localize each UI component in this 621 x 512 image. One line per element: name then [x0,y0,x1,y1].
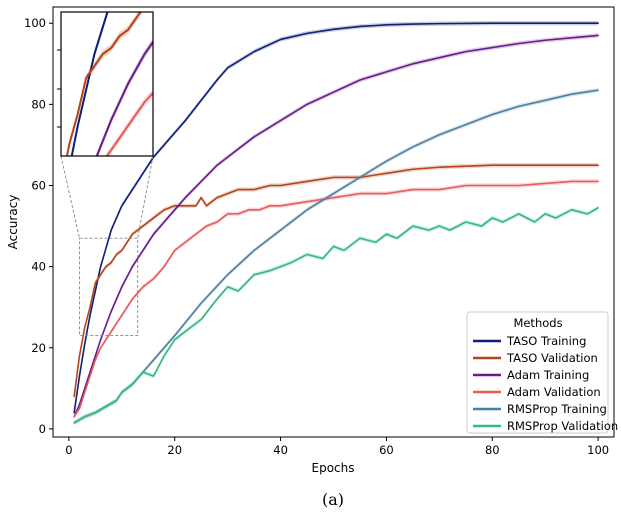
legend-label-rmsprop-training: RMSProp Training [507,402,607,416]
legend-title: Methods [513,316,562,330]
inset-adam-validation-band [104,89,153,156]
plot-frame [52,6,615,438]
legend-label-adam-training: Adam Training [507,368,589,382]
rmsprop-validation-line [73,207,599,424]
x-axis: 0 20 40 60 80 100 [65,437,609,457]
legend-label-adam-validation: Adam Validation [507,385,601,399]
inset-adam-training-band [95,38,153,156]
x-tick-label: 80 [485,443,500,457]
x-axis-label: Epochs [312,461,355,475]
y-tick-label: 100 [24,16,46,30]
legend: Methods TASO Training TASO Validation Adam… [466,311,618,434]
legend-label-rmsprop-validation: RMSProp Validation [507,419,618,433]
zoom-region-box [79,237,139,337]
x-tick-label: 40 [273,443,288,457]
inset-connector-line [137,155,154,239]
y-tick-label: 20 [31,341,46,355]
inset-connector-line [60,155,80,239]
y-axis-label: Accuracy [6,195,20,250]
inset-panel [57,11,154,157]
y-axis: 0 20 40 60 80 100 [24,16,53,436]
y-tick-label: 0 [39,422,46,436]
inset-taso-validation-line [65,12,142,156]
adam-training-line [73,34,599,418]
x-tick-label: 100 [587,443,609,457]
x-tick-label: 60 [379,443,394,457]
legend-entries: TASO Training TASO Validation Adam Trainin… [473,334,618,433]
y-tick-label: 40 [31,260,46,274]
x-tick-label: 20 [167,443,182,457]
y-tick-label: 80 [31,97,46,111]
figure-caption: (a) [322,490,344,509]
series-layer [73,21,599,426]
legend-label-taso-validation: TASO Validation [506,351,598,365]
adam-validation-line [73,180,599,418]
inset-connectors [60,155,154,239]
rmsprop-validation-band [74,205,599,426]
x-tick-label: 0 [65,443,72,457]
legend-box [466,311,609,434]
inset-region-box [79,237,139,337]
inset-frame [60,11,154,157]
y-tick-label: 60 [31,178,46,192]
inset-series-layer [65,12,153,156]
legend-label-taso-training: TASO Training [506,334,586,348]
